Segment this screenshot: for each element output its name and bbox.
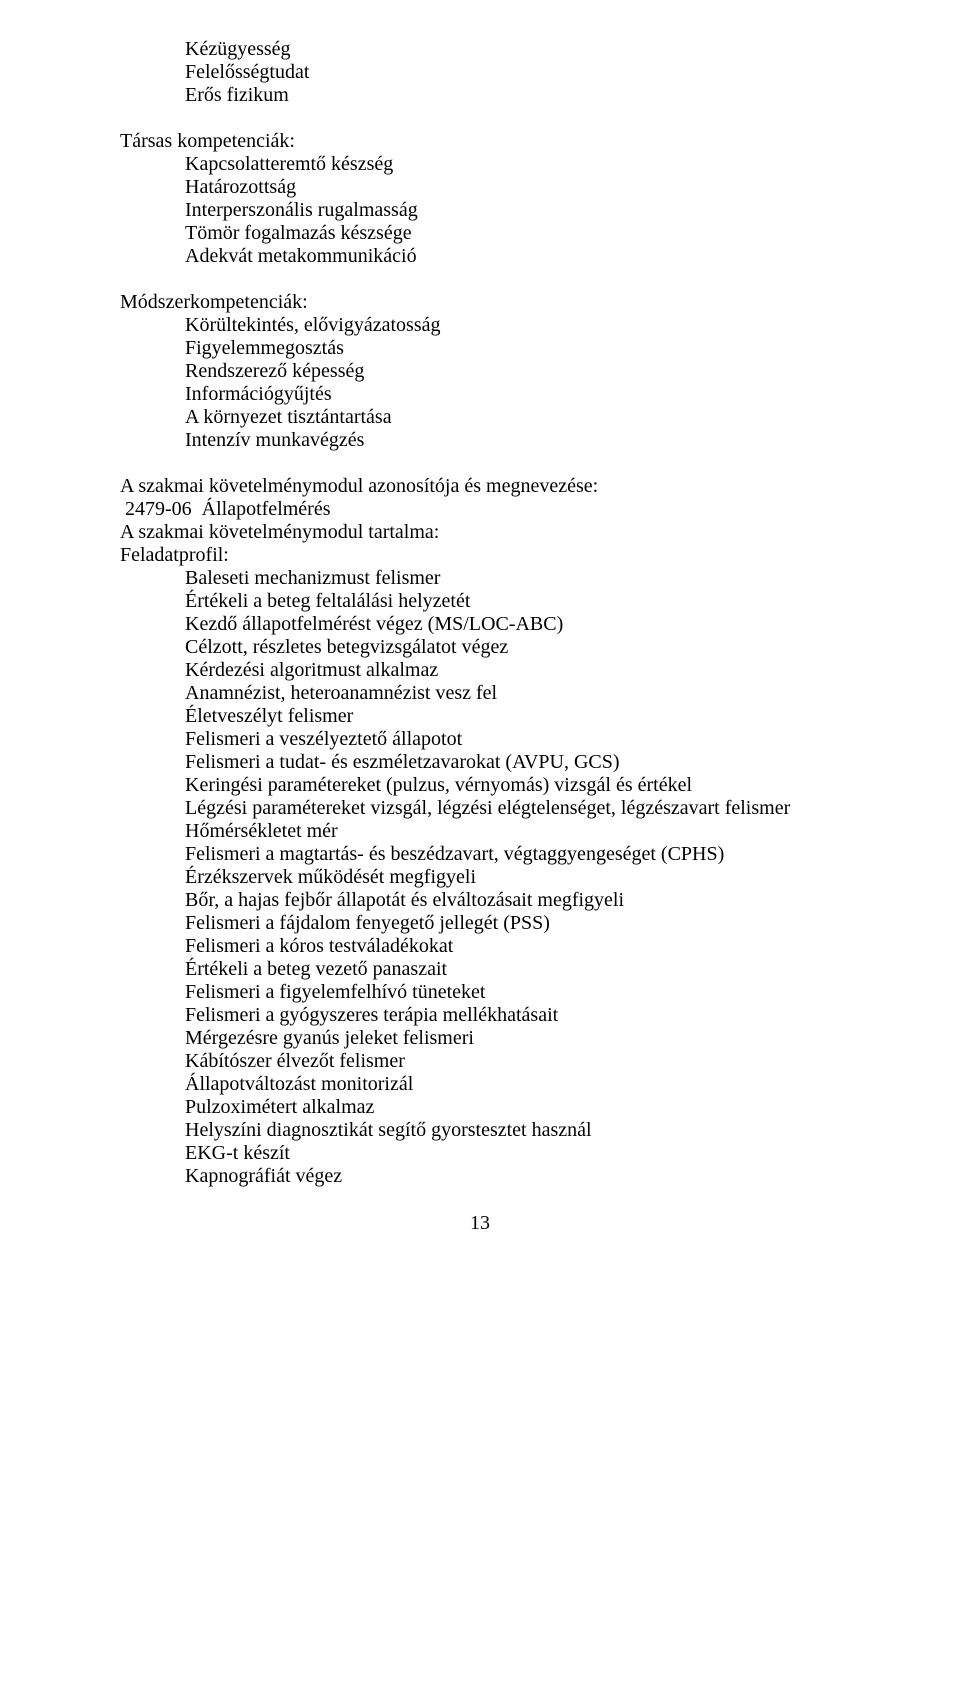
list-item: Intenzív munkavégzés [185,429,840,452]
list-item: Célzott, részletes betegvizsgálatot vége… [185,636,840,659]
list-item: EKG-t készít [185,1142,840,1165]
list-item: Kábítószer élvezőt felismer [185,1050,840,1073]
list-item: Adekvát metakommunikáció [185,245,840,268]
list-item: Érzékszervek működését megfigyeli [185,866,840,889]
method-heading: Módszerkompetenciák: [120,291,840,314]
module-code: 2479-06 Állapotfelmérés [120,498,840,521]
module-content-line: A szakmai követelménymodul tartalma: [120,521,840,544]
list-item: Baleseti mechanizmust felismer [185,567,840,590]
list-item: Határozottság [185,176,840,199]
list-item: Felismeri a veszélyeztető állapotot [185,728,840,751]
list-item: Felelősségtudat [185,61,840,84]
page-number: 13 [120,1212,840,1235]
list-item: Helyszíni diagnosztikát segítő gyorstesz… [185,1119,840,1142]
list-item: Figyelemmegosztás [185,337,840,360]
list-item: Mérgezésre gyanús jeleket felismeri [185,1027,840,1050]
list-item: Felismeri a tudat- és eszméletzavarokat … [185,751,840,774]
method-items-block: Körültekintés, elővigyázatosság Figyelem… [185,314,840,452]
list-item: Felismeri a magtartás- és beszédzavart, … [185,843,840,866]
list-item: Értékeli a beteg vezető panaszait [185,958,840,981]
list-item: Körültekintés, elővigyázatosság [185,314,840,337]
list-item: Pulzoximétert alkalmaz [185,1096,840,1119]
feladatprofil-heading: Feladatprofil: [120,544,840,567]
list-item: Felismeri a gyógyszeres terápia mellékha… [185,1004,840,1027]
list-item: Hőmérsékletet mér [185,820,840,843]
list-item: Kezdő állapotfelmérést végez (MS/LOC-ABC… [185,613,840,636]
list-item: Felismeri a figyelemfelhívó tüneteket [185,981,840,1004]
list-item: Kérdezési algoritmust alkalmaz [185,659,840,682]
social-heading: Társas kompetenciák: [120,130,840,153]
list-item: Anamnézist, heteroanamnézist vesz fel [185,682,840,705]
list-item: Kapcsolatteremtő készség [185,153,840,176]
list-item: Állapotváltozást monitorizál [185,1073,840,1096]
module-id-line: A szakmai követelménymodul azonosítója é… [120,475,840,498]
list-item: Tömör fogalmazás készsége [185,222,840,245]
list-item: Felismeri a kóros testváladékokat [185,935,840,958]
list-item: Kézügyesség [185,38,840,61]
list-item: Erős fizikum [185,84,840,107]
tasks-block: Baleseti mechanizmust felismer Értékeli … [185,567,840,1188]
list-item: Kapnográfiát végez [185,1165,840,1188]
top-items-block: Kézügyesség Felelősségtudat Erős fizikum [185,38,840,107]
list-item: Információgyűjtés [185,383,840,406]
list-item: Keringési paramétereket (pulzus, vérnyom… [185,774,840,797]
list-item: Interperszonális rugalmasság [185,199,840,222]
list-item: Légzési paramétereket vizsgál, légzési e… [185,797,840,820]
list-item: A környezet tisztántartása [185,406,840,429]
list-item: Értékeli a beteg feltalálási helyzetét [185,590,840,613]
list-item: Életveszélyt felismer [185,705,840,728]
list-item: Rendszerező képesség [185,360,840,383]
page-content: Kézügyesség Felelősségtudat Erős fizikum… [0,0,960,1235]
social-items-block: Kapcsolatteremtő készség Határozottság I… [185,153,840,268]
list-item: Felismeri a fájdalom fenyegető jellegét … [185,912,840,935]
list-item: Bőr, a hajas fejbőr állapotát és elválto… [185,889,840,912]
